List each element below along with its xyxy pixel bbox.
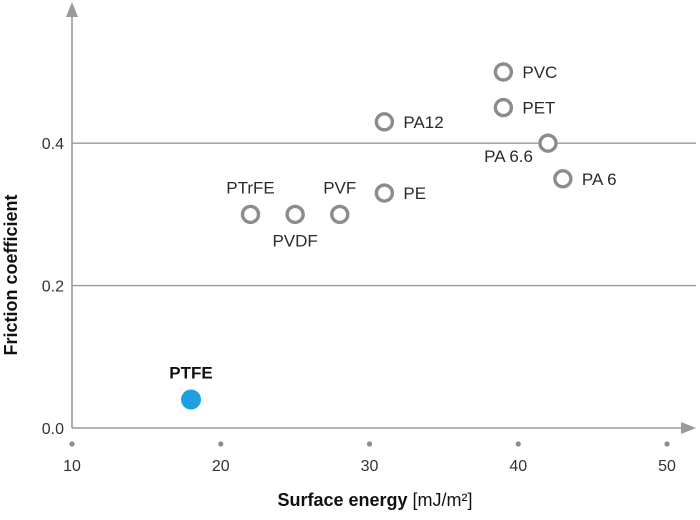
point-pa-6-6 (538, 133, 558, 153)
x-axis-title-label: Surface energy (277, 490, 407, 510)
y-tick-label-0-4: 0.4 (42, 136, 64, 153)
x-axis-arrow (681, 422, 696, 434)
point-label-pvf: PVF (323, 178, 356, 197)
x-axis-title: Surface energy [mJ/m²] (277, 490, 472, 510)
point-label-pvc: PVC (522, 63, 557, 82)
y-ticks: 0.0 0.2 0.4 (42, 136, 64, 438)
point-pet (493, 97, 514, 118)
point-ptfe (181, 389, 201, 410)
point-label-pet: PET (522, 99, 555, 118)
point-pvdf (285, 204, 305, 225)
point-pvf (330, 204, 350, 225)
point-label-pe: PE (403, 184, 426, 203)
x-tick-label-40: 40 (509, 458, 527, 475)
point-pa12 (374, 112, 395, 132)
point-pvc (493, 62, 514, 82)
y-tick-label-0-2: 0.2 (42, 279, 64, 296)
x-tick-mark-50 (664, 441, 670, 447)
x-tick-mark-10 (69, 441, 75, 447)
point-label-pa-6: PA 6 (582, 170, 617, 189)
y-axis-arrow (66, 2, 78, 17)
point-ptrfe (240, 204, 261, 225)
point-pa-6 (553, 169, 573, 189)
point-label-pa12: PA12 (403, 113, 443, 132)
point-label-pvdf: PVDF (272, 231, 317, 250)
x-tick-mark-30 (366, 441, 373, 447)
axes (66, 2, 696, 434)
x-ticks: 10 20 30 40 50 (63, 441, 676, 475)
x-tick-label-10: 10 (63, 458, 81, 475)
gridlines (72, 142, 696, 287)
x-tick-mark-40 (515, 441, 521, 447)
point-label-ptrfe: PTrFE (226, 178, 274, 197)
y-tick-label-0: 0.0 (42, 421, 64, 438)
x-tick-label-20: 20 (212, 458, 230, 475)
x-tick-label-30: 30 (361, 458, 379, 475)
x-tick-label-50: 50 (658, 458, 676, 475)
x-tick-mark-20 (218, 441, 224, 447)
data-points: PTFE PTrFE PVDF PVF PE PA12 PVC PET PA 6.6 PA 6 (169, 62, 617, 410)
point-label-pa-6-6: PA 6.6 (484, 147, 533, 166)
y-axis-title: Friction coefficient (1, 194, 21, 355)
x-axis-title-unit: [mJ/m²] (413, 490, 473, 510)
point-label-ptfe: PTFE (169, 364, 212, 383)
point-pe (374, 183, 395, 203)
